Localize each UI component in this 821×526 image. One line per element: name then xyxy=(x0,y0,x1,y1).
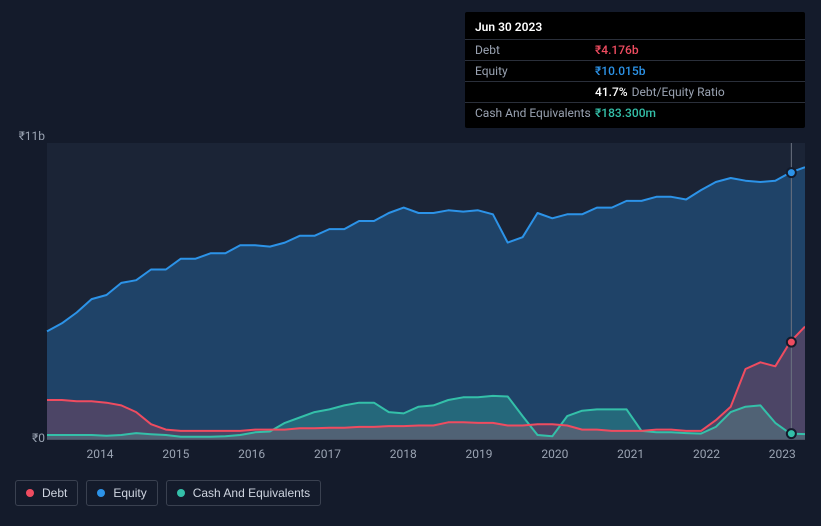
chart-tooltip: Jun 30 2023 Debt₹4.176bEquity₹10.015b41.… xyxy=(465,12,805,128)
x-axis-label: 2022 xyxy=(693,447,720,461)
x-axis-label: 2014 xyxy=(87,447,114,461)
tooltip-row-value: ₹183.300m xyxy=(595,106,656,120)
legend-dot-icon xyxy=(26,489,34,497)
tooltip-row-value: ₹4.176b xyxy=(595,43,639,57)
chart-legend: Debt Equity Cash And Equivalents xyxy=(15,480,321,506)
legend-dot-icon xyxy=(97,489,105,497)
x-axis-label: 2023 xyxy=(769,447,796,461)
legend-label: Cash And Equivalents xyxy=(193,486,310,500)
x-axis-label: 2021 xyxy=(617,447,644,461)
tooltip-row-value: 41.7%Debt/Equity Ratio xyxy=(595,85,725,99)
tooltip-row-label xyxy=(475,85,595,99)
legend-dot-icon xyxy=(177,489,185,497)
line-area-chart xyxy=(15,123,805,459)
legend-item[interactable]: Cash And Equivalents xyxy=(166,480,321,506)
tooltip-row-label: Cash And Equivalents xyxy=(475,106,595,120)
legend-item[interactable]: Debt xyxy=(15,480,78,506)
tooltip-row-label: Debt xyxy=(475,43,595,57)
tooltip-row: Equity₹10.015b xyxy=(465,60,805,81)
x-axis-label: 2018 xyxy=(390,447,417,461)
tooltip-row-value: ₹10.015b xyxy=(595,64,645,78)
chart-area: ₹11b ₹0 20142015201620172018201920202021… xyxy=(15,123,805,443)
tooltip-row-sublabel: Debt/Equity Ratio xyxy=(632,85,725,99)
legend-item[interactable]: Equity xyxy=(86,480,157,506)
tooltip-row: 41.7%Debt/Equity Ratio xyxy=(465,81,805,102)
legend-label: Debt xyxy=(42,486,67,500)
x-axis-label: 2017 xyxy=(314,447,341,461)
legend-label: Equity xyxy=(113,486,146,500)
tooltip-date: Jun 30 2023 xyxy=(465,17,805,39)
tooltip-row: Debt₹4.176b xyxy=(465,39,805,60)
tooltip-row-label: Equity xyxy=(475,64,595,78)
tooltip-row: Cash And Equivalents₹183.300m xyxy=(465,102,805,123)
x-axis-label: 2016 xyxy=(238,447,265,461)
x-axis-label: 2019 xyxy=(466,447,493,461)
x-axis-label: 2015 xyxy=(162,447,189,461)
x-axis-label: 2020 xyxy=(541,447,568,461)
